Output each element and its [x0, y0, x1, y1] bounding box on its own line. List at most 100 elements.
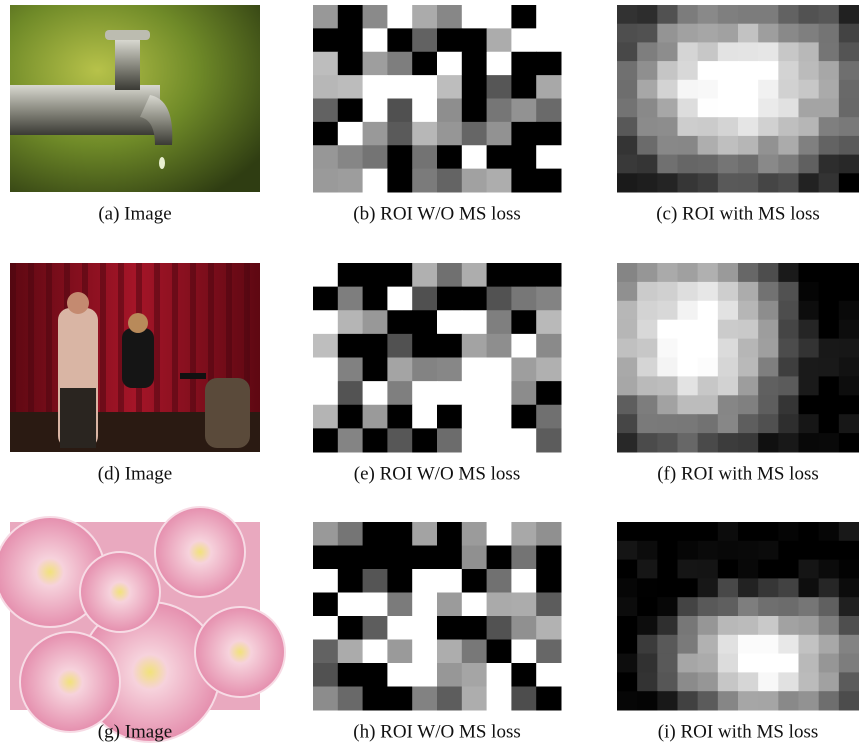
- roi-cell: [486, 28, 512, 53]
- roi-cell: [337, 286, 364, 311]
- panel: (f) ROI with MS loss: [617, 263, 859, 484]
- panel: (a) Image: [10, 5, 260, 224]
- roi-cell: [617, 376, 638, 396]
- roi-cell: [677, 672, 699, 692]
- roi-cell: [818, 263, 840, 283]
- roi-cell: [511, 5, 537, 29]
- roi-cell: [657, 281, 678, 302]
- roi-cell: [758, 672, 779, 692]
- roi-cell: [486, 404, 512, 429]
- roi-cell: [461, 404, 488, 429]
- roi-cell: [677, 540, 699, 561]
- roi-cell: [511, 75, 537, 99]
- panel: (d) Image: [10, 263, 260, 484]
- fold: [118, 263, 124, 412]
- roi-cell: [818, 357, 840, 377]
- roi-cell: [387, 145, 413, 170]
- panel-caption: (i) ROI with MS loss: [658, 721, 818, 742]
- roi-cell: [738, 42, 759, 62]
- roi-cell: [536, 51, 562, 76]
- roi-cell: [677, 263, 699, 283]
- roi-cell: [337, 686, 364, 711]
- roi-cell: [798, 300, 820, 321]
- roi-cell: [313, 168, 339, 193]
- roi-cell: [486, 522, 512, 546]
- roi-cell: [697, 154, 719, 174]
- roi-cell: [617, 98, 638, 118]
- roi-cell: [362, 569, 388, 593]
- roi-cell: [637, 357, 658, 377]
- roi-cell: [697, 173, 719, 193]
- roi-cell: [738, 117, 759, 137]
- roi-cell: [486, 357, 512, 382]
- roi-cell: [362, 145, 388, 170]
- roi-cell: [758, 691, 779, 711]
- roi-cell: [461, 545, 488, 570]
- roi-cell: [486, 5, 512, 29]
- roi-cell: [677, 135, 699, 156]
- roi-cell: [778, 135, 799, 156]
- roi-cell: [461, 686, 488, 711]
- roi-cell: [637, 672, 658, 692]
- roi-cell: [617, 540, 638, 561]
- roi-cell: [313, 357, 339, 382]
- roi-cell: [637, 263, 658, 283]
- roi-cell: [362, 168, 388, 193]
- roi-cell: [362, 28, 388, 53]
- roi-cell: [717, 79, 739, 99]
- roi-cell: [738, 263, 759, 283]
- flower: [19, 631, 121, 733]
- roi-cell: [838, 338, 859, 358]
- roi-cell: [536, 569, 562, 593]
- roi-cell: [337, 639, 364, 664]
- roi-cell: [758, 263, 779, 283]
- fold: [154, 263, 160, 412]
- roi-cell: [697, 653, 719, 673]
- roi-cell: [461, 5, 488, 29]
- roi-cell: [637, 98, 658, 118]
- roi-cell: [637, 319, 658, 340]
- roi-cell: [461, 145, 488, 170]
- roi-cell: [617, 154, 638, 174]
- roi-cell: [461, 333, 488, 358]
- roi-cell: [387, 263, 413, 288]
- roi-cell: [798, 42, 820, 62]
- roi-cell: [657, 597, 678, 617]
- roi-cell: [313, 5, 339, 29]
- roi-cell: [387, 98, 413, 123]
- panel-caption: (b) ROI W/O MS loss: [353, 203, 521, 224]
- roi-cell: [461, 616, 488, 640]
- roi-cell: [758, 357, 779, 377]
- roi-cell: [697, 376, 719, 396]
- roi-cell: [437, 168, 463, 193]
- roi-cell: [738, 5, 759, 25]
- roi-cell: [677, 61, 699, 81]
- roi-cell: [637, 300, 658, 321]
- roi-cell: [461, 569, 488, 593]
- roi-cell: [461, 639, 488, 664]
- roi-cell: [738, 281, 759, 302]
- roi-cell: [412, 592, 438, 617]
- roi-cell: [387, 121, 413, 146]
- roi-cell: [717, 263, 739, 283]
- roi-cell: [313, 28, 339, 53]
- roi-cell: [486, 428, 512, 453]
- roi-cell: [486, 310, 512, 335]
- roi-cell: [677, 23, 699, 43]
- roi-cell: [337, 404, 364, 429]
- roi-cell: [778, 395, 799, 415]
- roi-cell: [758, 634, 779, 655]
- roi-cell: [387, 545, 413, 570]
- person-3: [205, 378, 250, 448]
- roi-cell: [313, 381, 339, 406]
- roi-cell: [412, 616, 438, 640]
- roi-cell: [798, 135, 820, 156]
- roi-cell: [738, 154, 759, 174]
- roi-cell: [337, 616, 364, 640]
- roi-cell: [677, 578, 699, 598]
- roi-cell: [838, 616, 859, 636]
- roi-cell: [387, 381, 413, 406]
- roi-cell: [536, 428, 562, 453]
- roi-cell: [461, 98, 488, 123]
- roi-cell: [677, 559, 699, 579]
